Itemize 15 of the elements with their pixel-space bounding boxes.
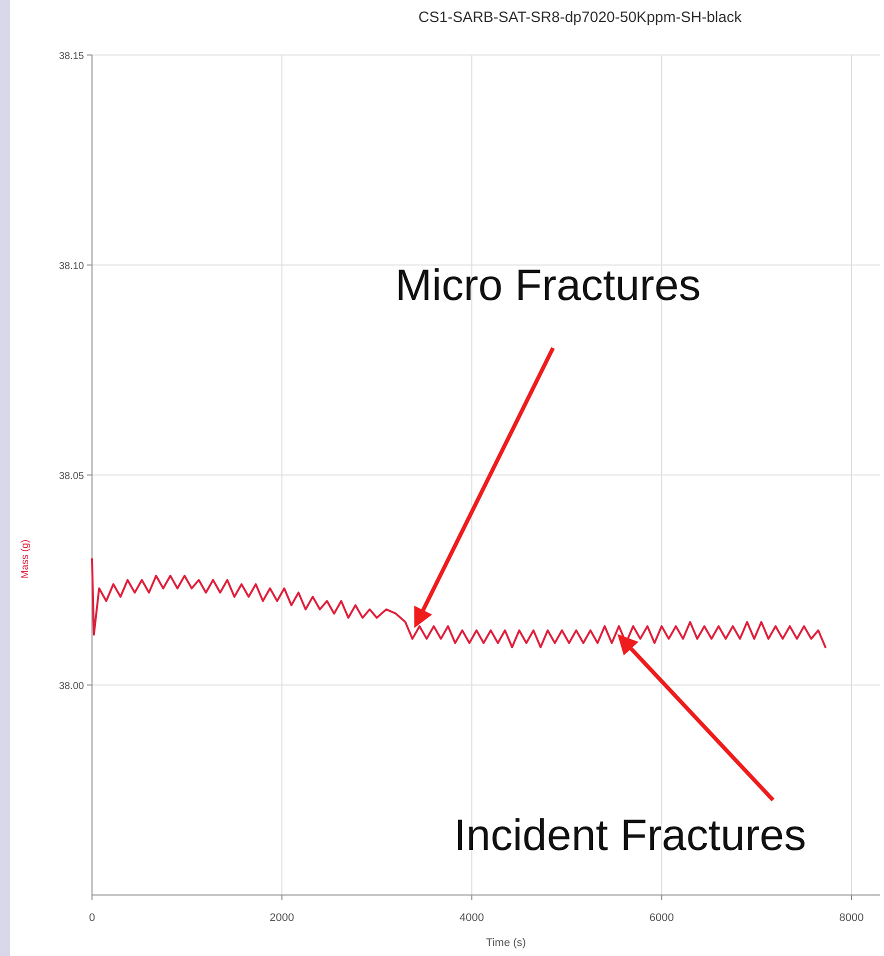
y-tick-label: 38.10 <box>58 261 84 272</box>
annotation: Micro Fractures <box>395 261 701 310</box>
x-tick-label: 0 <box>88 912 96 924</box>
x-tick-label: 4000 <box>460 912 484 924</box>
x-tick-label: 6000 <box>649 912 674 924</box>
annotation: Incident Fractures <box>454 811 806 860</box>
x-tick-label: 8000 <box>839 912 864 924</box>
x-tick-label: 2000 <box>270 912 294 924</box>
y-tick-label: 38.15 <box>58 51 84 62</box>
x-axis-title: Time (s) <box>486 937 526 949</box>
line-series <box>91 558 826 648</box>
y-axis-title: Mass (g) <box>20 540 31 578</box>
chart-title: CS1-SARB-SAT-SR8-dp7020-50Kppm-SH-black <box>418 9 742 26</box>
y-tick-label: 38.05 <box>58 471 84 482</box>
y-tick-label: 38.00 <box>58 681 84 692</box>
